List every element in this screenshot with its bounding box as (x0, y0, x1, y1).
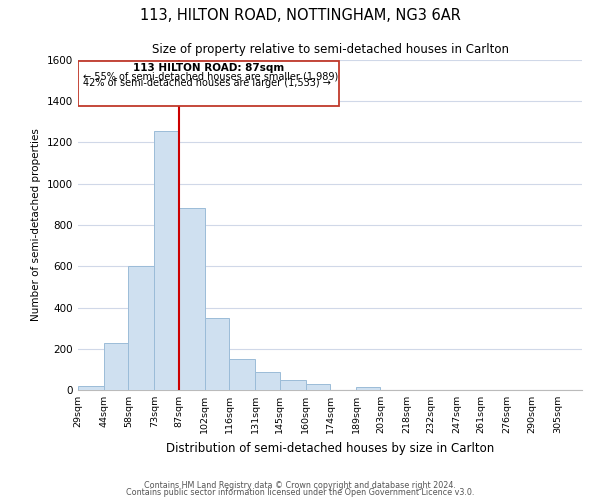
Text: Contains public sector information licensed under the Open Government Licence v3: Contains public sector information licen… (126, 488, 474, 497)
Bar (78, 386, 104, 390)
Text: 113 HILTON ROAD: 87sqm: 113 HILTON ROAD: 87sqm (133, 63, 284, 73)
Bar (205, 318, 229, 390)
FancyBboxPatch shape (78, 61, 338, 106)
Bar (229, 358, 255, 390)
Bar (179, 208, 205, 390)
Text: ← 55% of semi-detached houses are smaller (1,989): ← 55% of semi-detached houses are smalle… (83, 71, 338, 81)
Y-axis label: Number of semi-detached properties: Number of semi-detached properties (31, 128, 41, 322)
Text: Contains HM Land Registry data © Crown copyright and database right 2024.: Contains HM Land Registry data © Crown c… (144, 480, 456, 490)
X-axis label: Distribution of semi-detached houses by size in Carlton: Distribution of semi-detached houses by … (166, 442, 494, 454)
Bar (356, 387, 380, 390)
Text: 113, HILTON ROAD, NOTTINGHAM, NG3 6AR: 113, HILTON ROAD, NOTTINGHAM, NG3 6AR (140, 8, 460, 22)
Bar (128, 266, 154, 390)
Bar (104, 342, 128, 390)
Bar (305, 384, 330, 390)
Bar (154, 131, 179, 390)
Title: Size of property relative to semi-detached houses in Carlton: Size of property relative to semi-detach… (151, 43, 509, 56)
Bar (255, 372, 280, 390)
Bar (280, 380, 305, 390)
Text: 42% of semi-detached houses are larger (1,533) →: 42% of semi-detached houses are larger (… (83, 78, 331, 88)
